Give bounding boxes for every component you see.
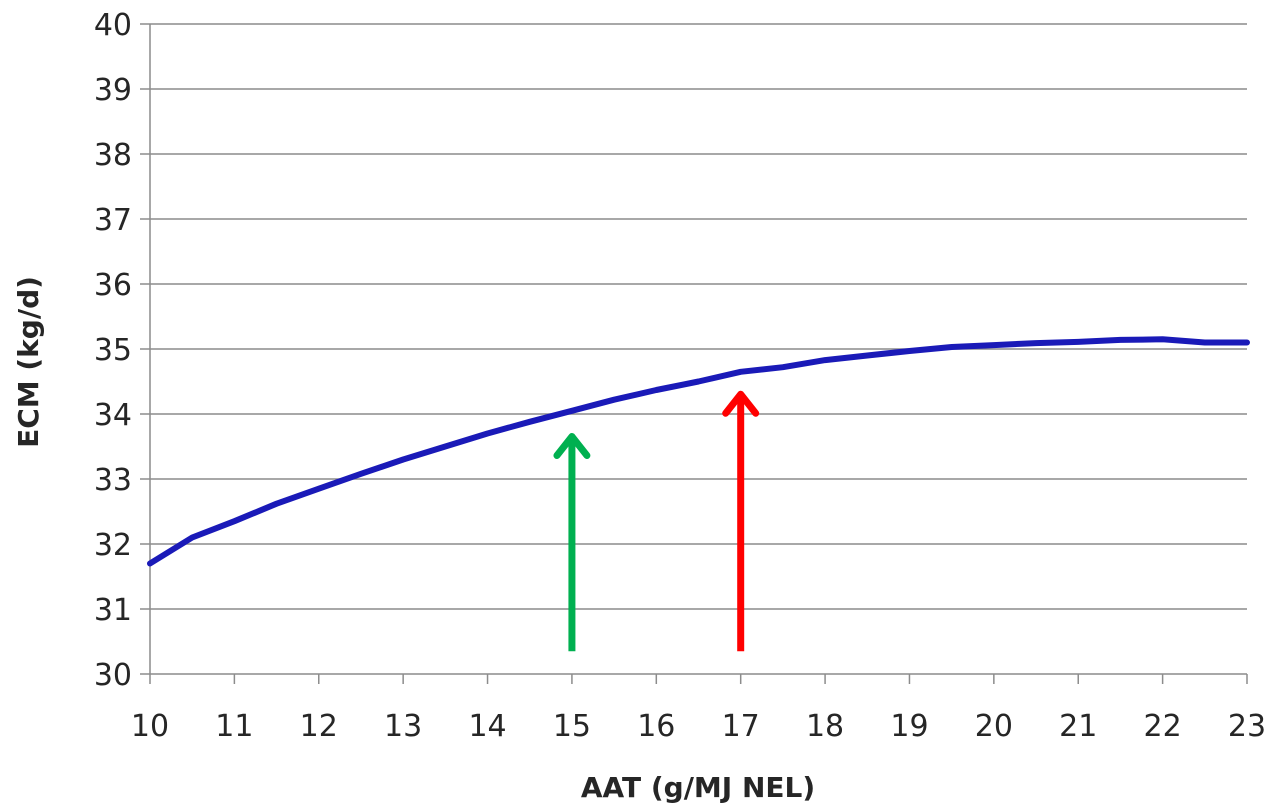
- y-tick-label: 30: [94, 658, 132, 693]
- x-tick-label: 10: [131, 709, 169, 744]
- y-tick-label: 35: [94, 333, 132, 368]
- y-tick-labels: 30 31 32 33 34 35 36 37 38 39 40: [94, 8, 132, 693]
- arrow-head: [722, 390, 760, 417]
- x-tick-label: 17: [722, 709, 760, 744]
- x-tick-label: 14: [468, 709, 506, 744]
- y-tick-label: 32: [94, 528, 132, 563]
- y-tick-label: 37: [94, 203, 132, 238]
- y-tick-label: 40: [94, 8, 132, 43]
- y-tick-label: 38: [94, 138, 132, 173]
- y-tick-label: 33: [94, 463, 132, 498]
- y-axis-title: ECM (kg/d): [12, 276, 45, 448]
- x-tick-label: 21: [1059, 709, 1097, 744]
- annotation-arrows: [553, 390, 760, 652]
- x-tick-label: 20: [975, 709, 1013, 744]
- x-tick-label: 13: [384, 709, 422, 744]
- x-axis-title: AAT (g/MJ NEL): [581, 771, 815, 804]
- x-tick-label: 18: [806, 709, 844, 744]
- arrow-head: [553, 433, 591, 459]
- axes: [140, 23, 1248, 684]
- series-group: [147, 336, 1250, 567]
- y-tick-label: 36: [94, 268, 132, 303]
- x-tick-label: 23: [1228, 709, 1266, 744]
- x-tick-label: 16: [637, 709, 675, 744]
- x-tick-labels: 10 11 12 13 14 15 16 17 18 19 20 21 22 23: [131, 709, 1266, 744]
- grid-lines: [150, 23, 1247, 610]
- x-tick-label: 22: [1144, 709, 1182, 744]
- y-tick-label: 31: [94, 593, 132, 628]
- x-tick-label: 15: [553, 709, 591, 744]
- y-tick-label: 34: [94, 398, 132, 433]
- annotation-arrow-red: [722, 390, 760, 652]
- y-tick-label: 39: [94, 73, 132, 108]
- x-tick-label: 19: [890, 709, 928, 744]
- x-tick-label: 12: [300, 709, 338, 744]
- series-line-0: [147, 336, 1250, 567]
- x-tick-label: 11: [215, 709, 253, 744]
- annotation-arrow-green: [553, 433, 591, 652]
